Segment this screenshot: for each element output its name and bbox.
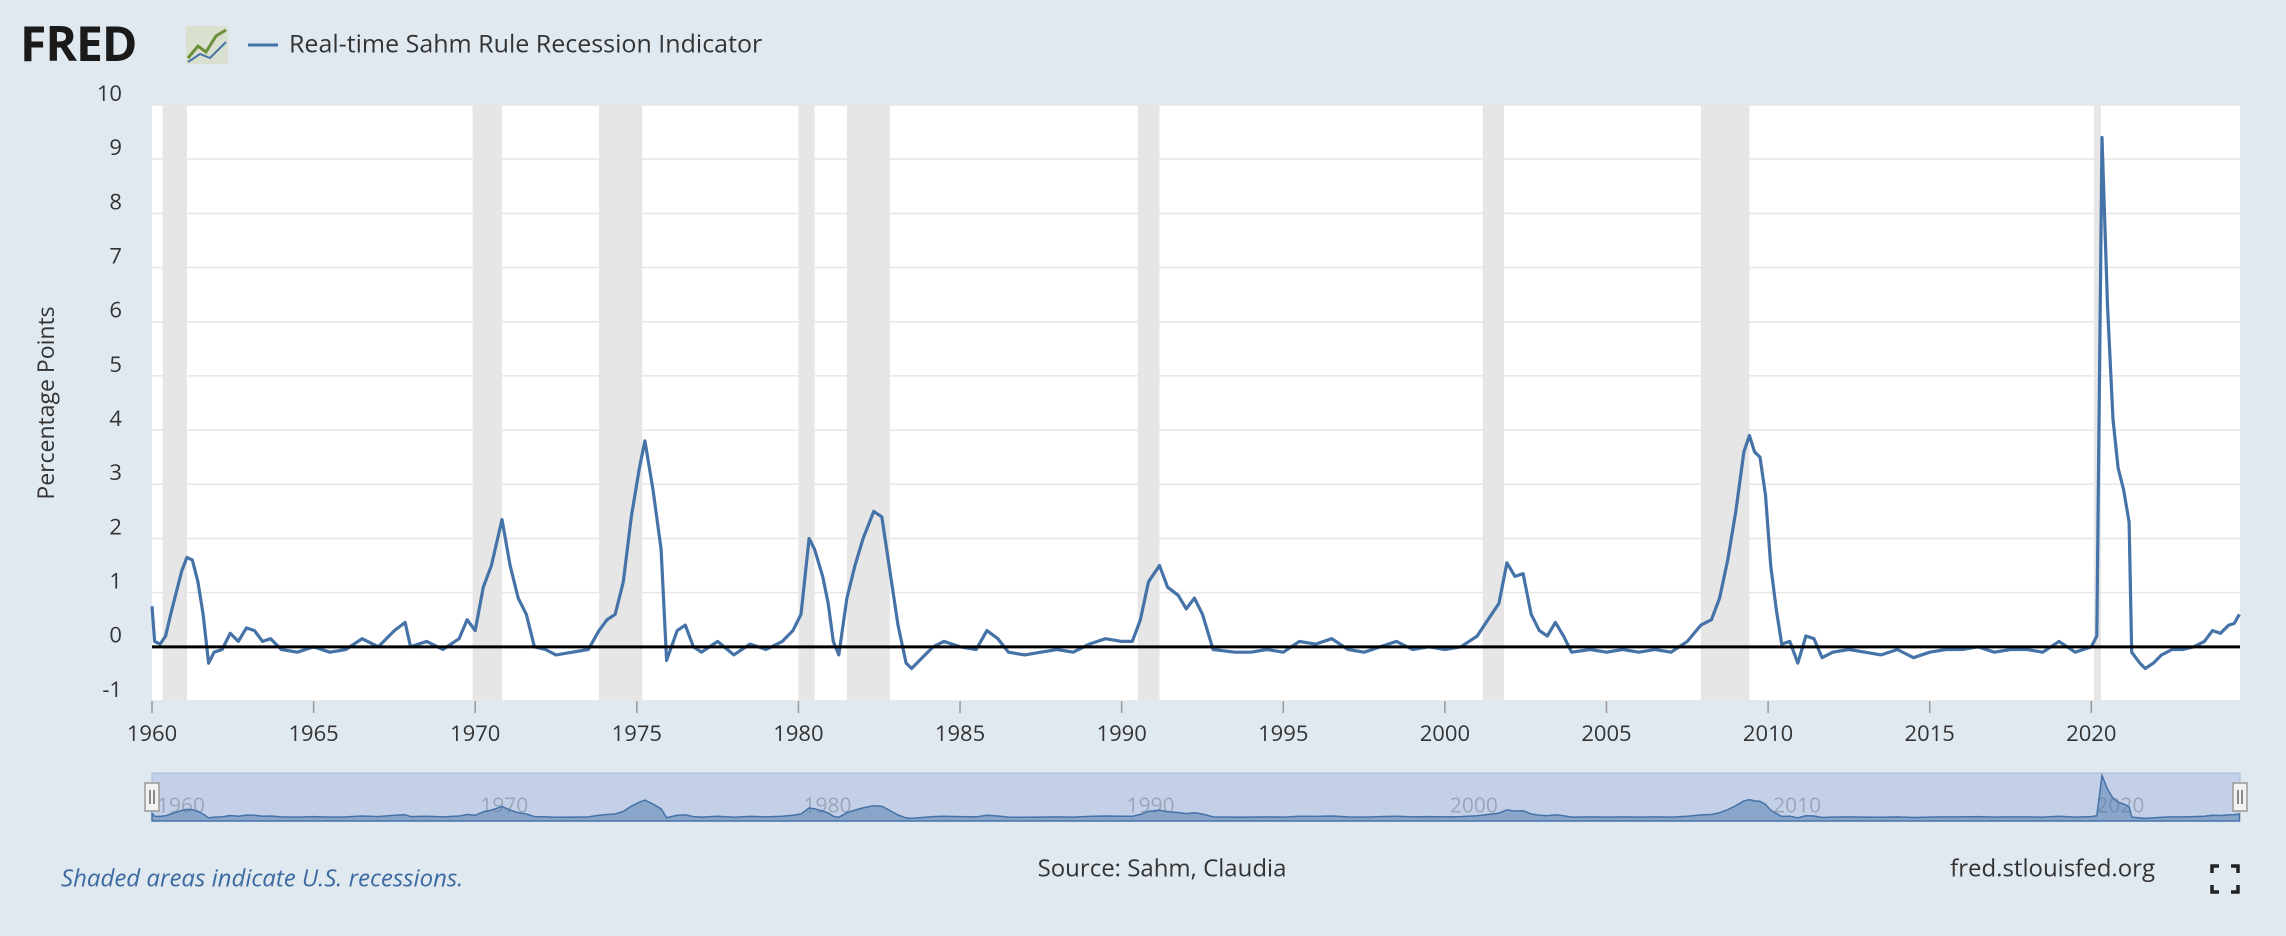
y-tick-label: 7 — [109, 240, 122, 270]
x-tick-label: 2020 — [2066, 718, 2116, 748]
plot-area — [152, 105, 2240, 701]
logo-icon — [186, 26, 228, 64]
logo-icon-line — [187, 41, 227, 63]
x-tick-label: 2015 — [1905, 718, 1955, 748]
x-tick-label: 1975 — [612, 718, 662, 748]
fullscreen-icon[interactable] — [2210, 864, 2240, 894]
fullscreen-corner — [2210, 864, 2219, 873]
navigator-tick-label: 2010 — [1773, 792, 1821, 820]
y-tick-label: 5 — [109, 349, 122, 379]
y-tick-label: 10 — [97, 78, 122, 108]
x-tick-label: 1965 — [288, 718, 338, 748]
source: Source: Sahm, Claudia — [1038, 851, 1287, 884]
x-tick-label: 1990 — [1096, 718, 1146, 748]
x-tick-label: 1980 — [773, 718, 823, 748]
navigator-tick-label: 2020 — [2096, 792, 2144, 820]
fullscreen-corner — [2210, 885, 2219, 894]
recession-band — [1700, 105, 1750, 701]
recession-band — [472, 105, 503, 701]
navigator-area — [151, 772, 2241, 822]
y-tick-label: 9 — [109, 132, 122, 162]
x-tick-label: 1985 — [935, 718, 985, 748]
x-tick-label: 1970 — [450, 718, 500, 748]
recession-band — [1482, 105, 1505, 701]
y-tick-label: 4 — [109, 403, 122, 433]
x-tick-label: 2010 — [1743, 718, 1793, 748]
y-tick-label: 6 — [109, 295, 122, 325]
y-tick-label: 0 — [109, 620, 122, 650]
navigator-tick-label: 1970 — [480, 792, 528, 820]
y-tick-label: 2 — [109, 511, 122, 541]
recession-note: Shaded areas indicate U.S. recessions. — [61, 861, 463, 894]
fullscreen-corner — [2231, 864, 2240, 873]
series-line — [150, 135, 2241, 671]
y-tick-label: 8 — [109, 186, 122, 216]
navigator-handle[interactable] — [2232, 782, 2248, 812]
site-link[interactable]: fred.stlouisfed.org — [1950, 851, 2155, 884]
fullscreen-corner — [2231, 885, 2240, 894]
x-tick-label: 2005 — [1581, 718, 1631, 748]
x-tick-label: 1995 — [1258, 718, 1308, 748]
logo-icon-line — [186, 28, 227, 59]
recession-band — [798, 105, 815, 701]
y-tick-label: -1 — [102, 674, 122, 704]
navigator-handle[interactable] — [144, 782, 160, 812]
recession-band — [162, 105, 187, 701]
y-axis-title: Percentage Points — [29, 306, 61, 499]
recession-band — [2093, 105, 2102, 701]
x-tick-label: 1960 — [127, 718, 177, 748]
recession-band — [1137, 105, 1160, 701]
y-tick-label: 1 — [109, 566, 122, 596]
recession-band — [599, 105, 643, 701]
y-tick-label: 3 — [109, 457, 122, 487]
legend-label[interactable]: Real-time Sahm Rule Recession Indicator — [289, 27, 762, 61]
recession-band — [846, 105, 890, 701]
navigator-tick-label: 1960 — [157, 792, 205, 820]
logo[interactable]: FRED — [20, 11, 137, 76]
x-tick-label: 2000 — [1420, 718, 1470, 748]
